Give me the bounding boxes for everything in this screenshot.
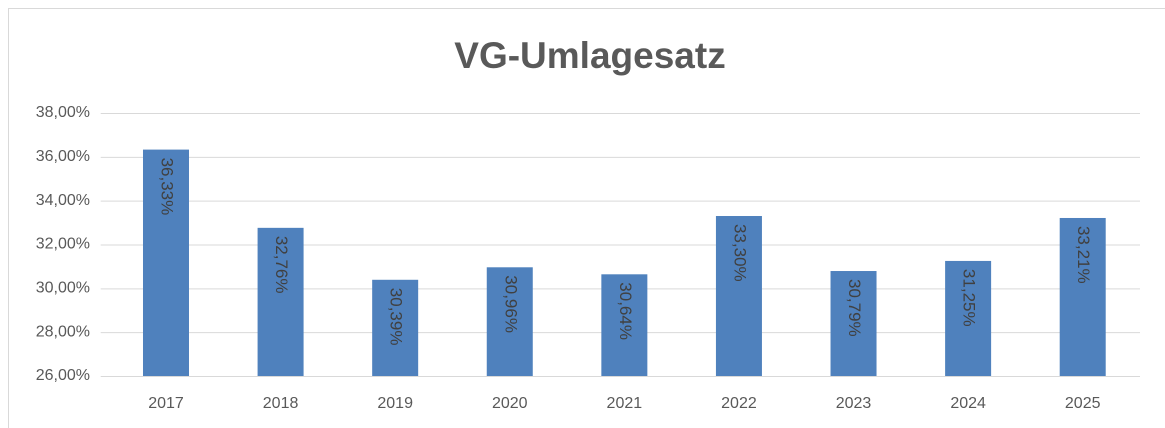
bar — [945, 260, 992, 376]
bar — [830, 271, 877, 376]
bar — [257, 227, 304, 376]
x-tick-label: 2019 — [377, 395, 413, 412]
data-label: 30,79% — [845, 279, 864, 337]
y-tick-label: 38,00% — [36, 104, 90, 121]
data-label: 30,39% — [387, 288, 406, 346]
chart-title: VG-Umlagesatz — [454, 35, 725, 76]
y-tick-label: 34,00% — [36, 192, 90, 209]
x-tick-label: 2025 — [1065, 395, 1101, 412]
bar — [372, 279, 419, 376]
x-tick-label: 2017 — [148, 395, 184, 412]
x-tick-label: 2024 — [950, 395, 986, 412]
y-tick-label: 30,00% — [36, 280, 90, 297]
data-label: 30,64% — [616, 282, 635, 340]
x-tick-label: 2018 — [263, 395, 299, 412]
data-label: 32,76% — [272, 236, 291, 294]
data-label: 33,30% — [730, 224, 749, 282]
bar — [142, 149, 189, 376]
y-tick-label: 26,00% — [36, 367, 90, 384]
y-tick-label: 32,00% — [36, 236, 90, 253]
data-label: 30,96% — [501, 275, 520, 333]
data-label: 31,25% — [960, 269, 979, 327]
data-label: 33,21% — [1074, 226, 1093, 284]
bar — [1059, 217, 1106, 376]
bar — [601, 274, 648, 376]
x-tick-label: 2023 — [836, 395, 872, 412]
y-tick-label: 28,00% — [36, 323, 90, 340]
x-tick-label: 2020 — [492, 395, 528, 412]
y-tick-label: 36,00% — [36, 148, 90, 165]
bar — [715, 216, 762, 376]
bar — [486, 267, 533, 376]
x-tick-label: 2021 — [607, 395, 643, 412]
data-label: 36,33% — [158, 158, 177, 216]
x-tick-label: 2022 — [721, 395, 757, 412]
